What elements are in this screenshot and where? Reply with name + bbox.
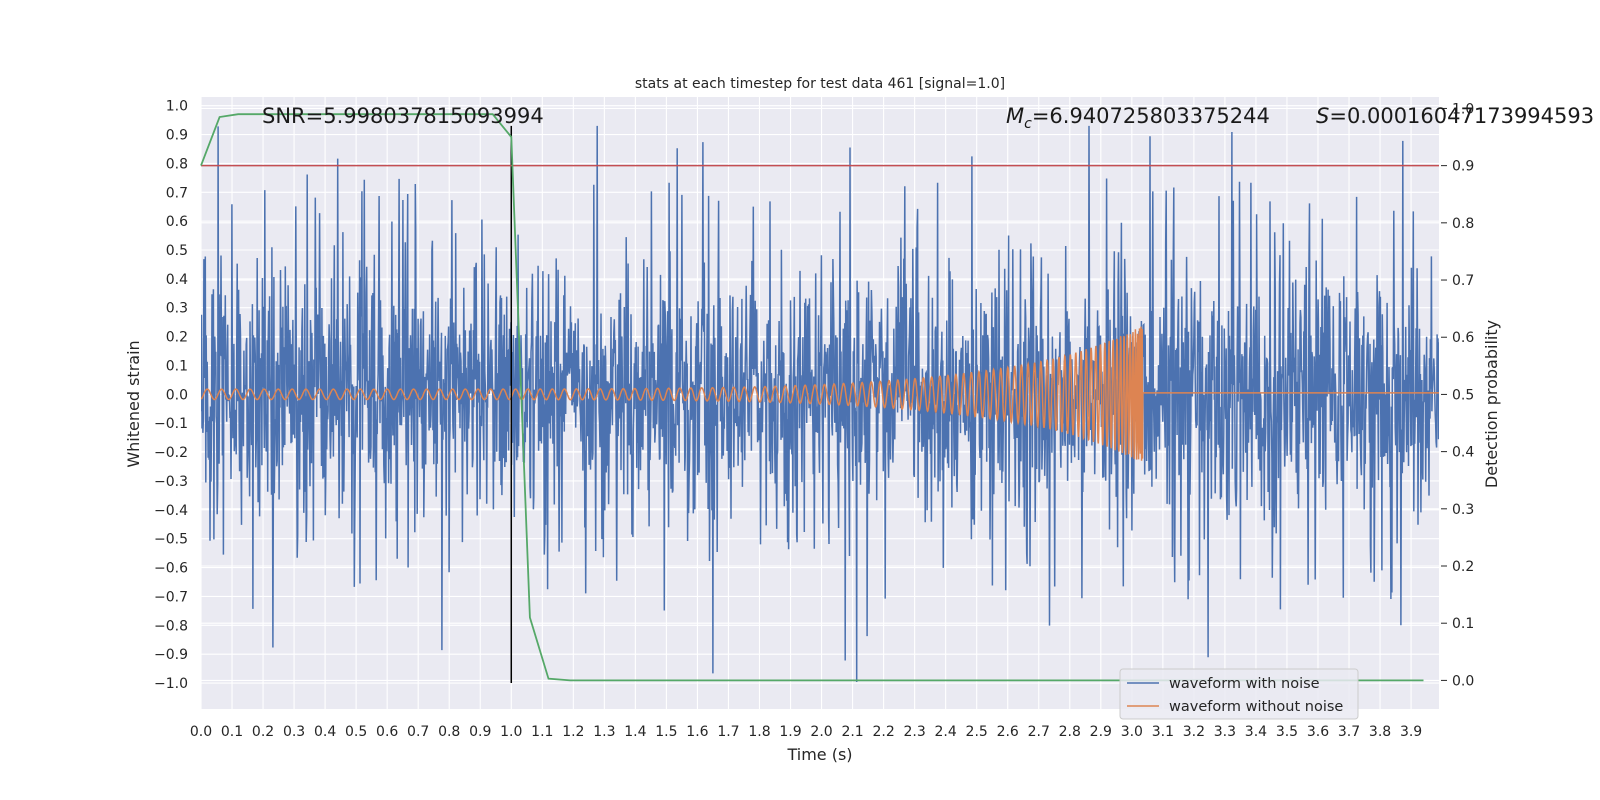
x-tick-label: 0.4 xyxy=(314,724,336,740)
y-right-tick-label: 0.9 xyxy=(1452,159,1474,175)
x-tick-label: 1.4 xyxy=(624,724,646,740)
x-tick-label: 0.9 xyxy=(469,724,491,740)
series-detection-probability xyxy=(200,113,1424,682)
x-tick-label: 2.5 xyxy=(966,724,988,740)
y-right-tick-label: 0.1 xyxy=(1452,616,1474,632)
y-left-tick-label: −0.7 xyxy=(154,589,188,605)
y-left-tick-label: 0.8 xyxy=(166,156,188,172)
y-axis-left-label: Whitened strain xyxy=(124,340,143,467)
x-tick-label: 0.2 xyxy=(252,724,274,740)
x-tick-label: 2.4 xyxy=(935,724,957,740)
x-tick-label: 0.3 xyxy=(283,724,305,740)
y-axis-right-ticks: 1.0 0.9 0.8 0.7 0.6 0.5 0.4 0.3 0.2 0.1 0.0 xyxy=(1441,101,1474,689)
x-tick-label: 0.6 xyxy=(376,724,398,740)
y-right-tick-label: 0.4 xyxy=(1452,445,1474,461)
x-tick-label: 1.0 xyxy=(500,724,522,740)
series-waveform-with-noise xyxy=(201,125,1439,683)
x-tick-label: 2.3 xyxy=(904,724,926,740)
x-tick-label: 3.4 xyxy=(1245,724,1267,740)
y-left-tick-label: −1.0 xyxy=(154,676,188,692)
x-tick-label: 2.6 xyxy=(997,724,1019,740)
x-tick-label: 0.1 xyxy=(221,724,243,740)
y-left-tick-label: 1.0 xyxy=(166,99,188,115)
legend-label-noise: waveform with noise xyxy=(1169,676,1320,692)
y-left-tick-label: 0.6 xyxy=(166,214,188,230)
x-tick-label: 1.5 xyxy=(655,724,677,740)
x-tick-label: 3.5 xyxy=(1276,724,1298,740)
x-tick-label: 1.1 xyxy=(531,724,553,740)
y-right-tick-label: 0.0 xyxy=(1452,673,1474,689)
x-tick-label: 3.9 xyxy=(1400,724,1422,740)
y-left-tick-label: −0.9 xyxy=(154,647,188,663)
legend-label-clean: waveform without noise xyxy=(1169,699,1343,715)
x-tick-label: 2.7 xyxy=(1028,724,1050,740)
x-tick-label: 1.3 xyxy=(593,724,615,740)
y-left-tick-label: −0.1 xyxy=(154,416,188,432)
x-axis-ticks: 0.0 0.1 0.2 0.3 0.4 0.5 0.6 0.7 0.8 0.9 1.0 1.1 1.2 1… xyxy=(190,724,1422,740)
y-left-tick-label: −0.6 xyxy=(154,561,188,577)
chirp-mass-annotation: Mc=6.940725803375244 xyxy=(1006,104,1270,132)
snr-annotation: SNR=5.998037815093994 xyxy=(262,104,544,128)
x-tick-label: 2.1 xyxy=(841,724,863,740)
y-left-tick-label: 0.7 xyxy=(166,185,188,201)
y-left-tick-label: −0.3 xyxy=(154,474,188,490)
x-tick-label: 0.8 xyxy=(438,724,460,740)
x-tick-label: 3.1 xyxy=(1152,724,1174,740)
y-left-tick-label: 0.0 xyxy=(166,387,188,403)
x-tick-label: 0.7 xyxy=(407,724,429,740)
y-right-tick-label: 0.2 xyxy=(1452,559,1474,575)
y-axis-left-ticks: 1.0 0.9 0.8 0.7 0.6 0.5 0.4 0.3 0.2 0.1 0.0 −0.1 −0.… xyxy=(154,99,188,692)
x-tick-label: 3.6 xyxy=(1307,724,1329,740)
x-axis-label: Time (s) xyxy=(786,745,852,764)
legend-box xyxy=(1119,668,1359,720)
y-left-tick-label: 0.3 xyxy=(166,301,188,317)
chart-title: stats at each timestep for test data 461… xyxy=(635,76,1005,92)
y-left-tick-label: 0.9 xyxy=(166,128,188,144)
x-tick-label: 3.2 xyxy=(1183,724,1205,740)
x-tick-label: 2.2 xyxy=(872,724,894,740)
x-tick-label: 3.7 xyxy=(1338,724,1360,740)
x-tick-label: 3.8 xyxy=(1369,724,1391,740)
x-tick-label: 1.9 xyxy=(779,724,801,740)
x-tick-label: 1.6 xyxy=(686,724,708,740)
y-left-tick-label: 0.5 xyxy=(166,243,188,259)
y-right-tick-label: 0.7 xyxy=(1452,273,1474,289)
y-left-tick-label: 0.4 xyxy=(166,272,188,288)
x-tick-label: 2.8 xyxy=(1059,724,1081,740)
y-left-tick-label: 0.2 xyxy=(166,330,188,346)
y-right-tick-label: 1.0 xyxy=(1452,101,1474,117)
y-left-tick-label: −0.4 xyxy=(154,503,188,519)
y-right-tick-label: 0.3 xyxy=(1452,502,1474,518)
x-tick-label: 1.8 xyxy=(748,724,770,740)
series-waveform-without-noise xyxy=(201,326,1439,461)
x-tick-label: 2.9 xyxy=(1090,724,1112,740)
s-annotation: S=0.00016047173994593 xyxy=(1316,104,1594,128)
x-tick-label: 2.0 xyxy=(810,724,832,740)
y-axis-right-label: Detection probability xyxy=(1482,320,1501,488)
y-right-tick-label: 0.5 xyxy=(1452,387,1474,403)
x-tick-label: 1.7 xyxy=(717,724,739,740)
x-tick-label: 0.5 xyxy=(345,724,367,740)
y-left-tick-label: −0.8 xyxy=(154,618,188,634)
y-right-tick-label: 0.6 xyxy=(1452,330,1474,346)
x-tick-label: 3.3 xyxy=(1214,724,1236,740)
y-left-tick-label: −0.5 xyxy=(154,532,188,548)
y-right-tick-label: 0.8 xyxy=(1452,216,1474,232)
legend: waveform with noise waveform without noi… xyxy=(1119,668,1359,720)
x-tick-label: 0.0 xyxy=(190,724,212,740)
y-left-tick-label: 0.1 xyxy=(166,358,188,374)
y-left-tick-label: −0.2 xyxy=(154,445,188,461)
x-tick-label: 1.2 xyxy=(562,724,584,740)
x-tick-label: 3.0 xyxy=(1121,724,1143,740)
